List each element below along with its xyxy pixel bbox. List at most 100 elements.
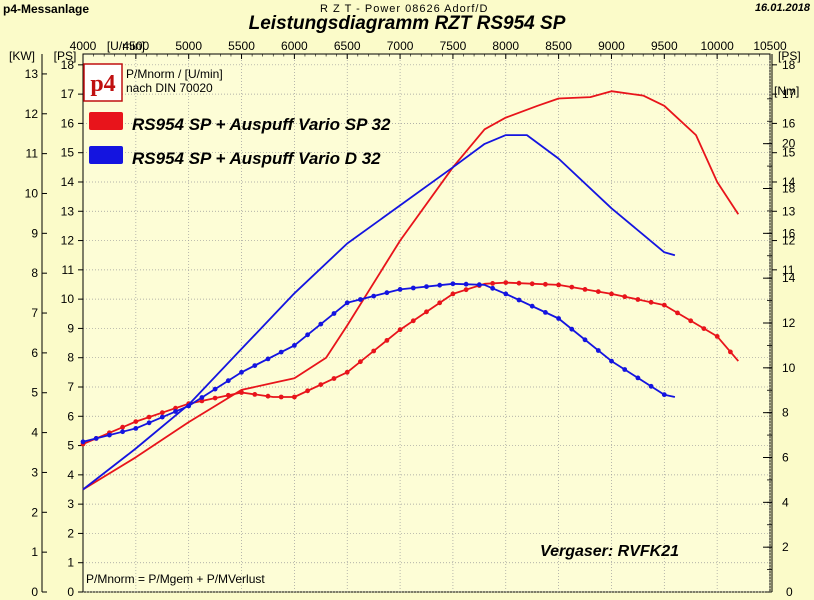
- ps-left-tick-label: 15: [61, 146, 75, 160]
- nm-tick-label: 20: [782, 137, 796, 151]
- torque-point-red: [490, 281, 495, 286]
- torque-point-blue: [437, 282, 443, 288]
- x-tick-label: 5000: [175, 39, 202, 53]
- torque-point-blue: [371, 293, 377, 299]
- torque-point-red: [569, 284, 575, 290]
- torque-point-blue: [93, 436, 99, 441]
- torque-point-blue: [305, 332, 310, 338]
- power-curve-red: [82, 90, 740, 491]
- x-tick-label: 8500: [545, 39, 572, 53]
- torque-point-blue: [609, 358, 614, 364]
- ps-right-tick-label: 17: [782, 87, 796, 101]
- ps-left-tick-label: 13: [61, 204, 75, 218]
- legend-swatch-blue: [89, 146, 123, 164]
- torque-point-red: [344, 369, 350, 375]
- torque-point-blue: [278, 349, 284, 355]
- ps-left-axis-label: [PS]: [54, 49, 77, 63]
- ps-left-tick-label: 4: [67, 468, 74, 482]
- x-tick-label: 7000: [387, 39, 414, 53]
- kw-tick-label: 0: [31, 585, 38, 599]
- x-tick-label: 10000: [700, 39, 734, 53]
- nm-axis-label: [Nm]: [774, 84, 799, 98]
- kw-tick-label: 7: [31, 306, 38, 320]
- ps-left-tick-label: 1: [67, 556, 74, 570]
- torque-point-red: [252, 392, 258, 397]
- torque-point-red: [265, 393, 271, 399]
- torque-point-blue: [661, 392, 667, 398]
- power-curve-blue: [82, 134, 676, 491]
- torque-point-blue: [265, 356, 271, 362]
- torque-point-blue: [318, 321, 324, 327]
- ps-left-tick-label: 3: [67, 497, 74, 511]
- torque-point-blue: [120, 429, 125, 435]
- torque-point-red: [701, 326, 707, 331]
- torque-point-blue: [556, 316, 561, 321]
- nm-tick-label: 18: [782, 182, 796, 196]
- torque-point-blue: [173, 409, 178, 414]
- p4-logo: p4: [83, 63, 123, 102]
- torque-point-red: [463, 287, 469, 293]
- kw-axis-label: [KW]: [9, 49, 35, 63]
- ps-left-tick-label: 0: [67, 585, 74, 599]
- torque-point-red: [146, 414, 152, 420]
- torque-point-blue: [476, 282, 482, 288]
- x-tick-label: 9000: [598, 39, 625, 53]
- ps-left-tick-label: 5: [67, 439, 74, 453]
- ps-right-tick-label: 18: [782, 58, 796, 72]
- torque-point-red: [318, 382, 324, 387]
- torque-point-blue: [107, 432, 112, 438]
- x-axis-label: [U/min]: [107, 39, 145, 53]
- torque-point-blue: [582, 337, 588, 343]
- kw-tick-label: 11: [26, 147, 39, 161]
- legend-label-red: RS954 SP + Auspuff Vario SP 32: [132, 115, 391, 134]
- ps-right-tick-label: 16: [782, 116, 796, 130]
- x-tick-label: 4500: [122, 39, 149, 53]
- torque-point-blue: [252, 363, 258, 368]
- plot-area: [82, 53, 771, 593]
- kw-tick-label: 10: [25, 186, 39, 200]
- x-tick-label: 10500: [753, 39, 787, 53]
- torque-point-red: [424, 309, 429, 315]
- ps-left-tick-label: 14: [61, 175, 75, 189]
- ps-right-tick-label: 11: [782, 263, 795, 277]
- torque-point-blue: [186, 403, 192, 409]
- torque-point-red: [688, 318, 694, 324]
- torque-point-blue: [543, 310, 548, 315]
- torque-point-red: [239, 390, 244, 395]
- x-tick-label: 8000: [492, 39, 519, 53]
- torque-point-red: [212, 395, 218, 401]
- ps-left-tick-label: 11: [62, 263, 75, 277]
- ps-left-tick-label: 17: [61, 87, 75, 101]
- torque-point-blue: [292, 343, 297, 348]
- torque-point-blue: [569, 326, 575, 332]
- torque-point-red: [410, 318, 416, 324]
- torque-point-red: [675, 310, 680, 316]
- legend-label-blue: RS954 SP + Auspuff Vario D 32: [132, 149, 381, 168]
- torque-point-red: [556, 282, 561, 288]
- torque-point-blue: [503, 291, 509, 297]
- kw-tick-label: 5: [31, 386, 38, 400]
- torque-point-blue: [239, 369, 244, 375]
- torque-point-red: [384, 338, 390, 343]
- torque-point-red: [609, 291, 614, 297]
- kw-tick-label: 9: [31, 226, 38, 240]
- x-tick-label: 4000: [70, 39, 97, 53]
- nm-tick-label: 2: [782, 540, 789, 554]
- ps-right-axis-label: [PS]: [778, 49, 801, 63]
- nm-tick-label: 0: [786, 585, 793, 599]
- ps-left-tick-label: 2: [67, 526, 74, 540]
- nm-tick-label: 12: [782, 316, 796, 330]
- torque-point-red: [437, 300, 443, 306]
- torque-point-blue: [516, 297, 522, 303]
- formula-note: P/Mnorm = P/Mgem + P/MVerlust: [86, 572, 265, 586]
- torque-point-blue: [212, 386, 218, 392]
- torque-point-blue: [490, 285, 495, 291]
- torque-point-blue: [595, 348, 601, 353]
- legend-swatch-red: [89, 112, 123, 130]
- torque-point-red: [516, 280, 522, 286]
- torque-point-blue: [80, 439, 86, 445]
- torque-point-blue: [424, 284, 429, 289]
- torque-point-red: [714, 334, 720, 339]
- legend: RS954 SP + Auspuff Vario SP 32 RS954 SP …: [89, 112, 391, 168]
